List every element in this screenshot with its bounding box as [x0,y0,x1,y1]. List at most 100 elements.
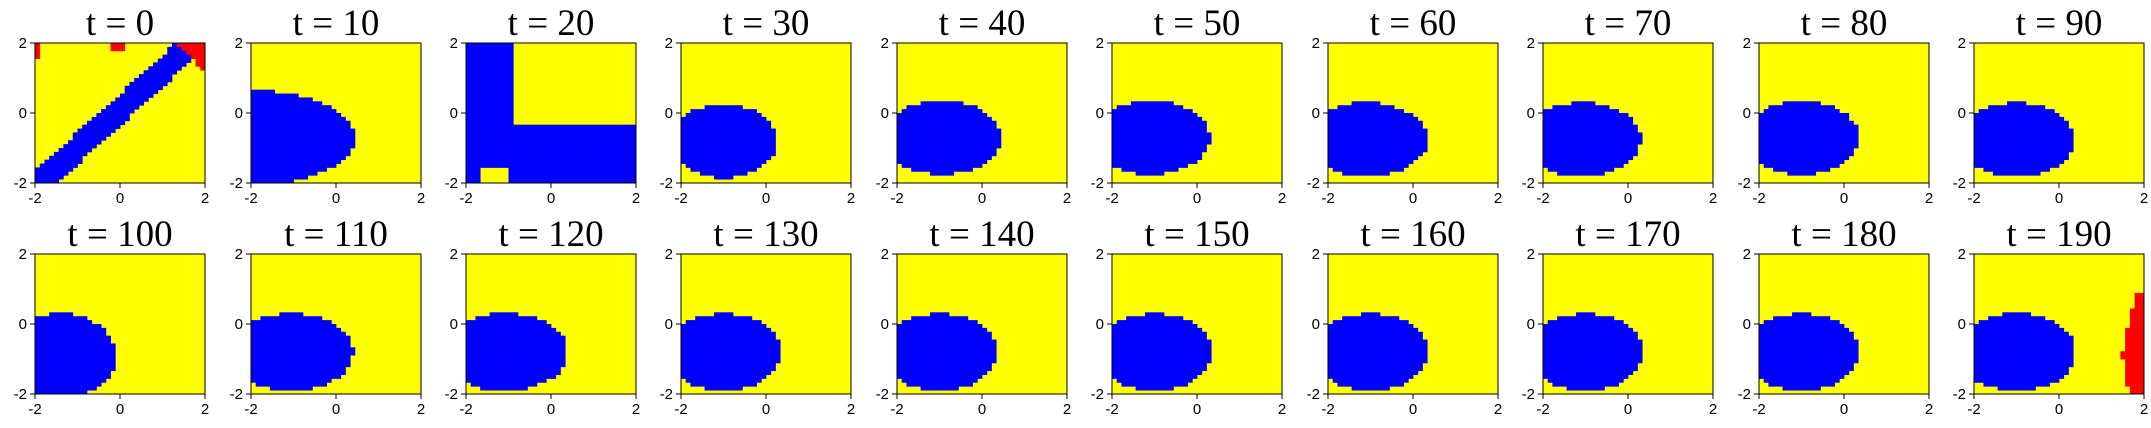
heatmap-cell [307,331,313,337]
heatmap-cell [1806,132,1812,137]
heatmap-cell [1820,113,1826,118]
heatmap-cell [1834,136,1840,141]
heatmap-cell [312,359,318,364]
heatmap-cell [2044,163,2050,168]
heatmap-cell [1197,148,1203,153]
heatmap-cell [86,331,93,337]
heatmap-cell [260,366,266,372]
heatmap-cell [1130,116,1137,122]
heatmap-cell [685,151,691,157]
heatmap-cell [288,316,294,321]
heatmap-cell [546,151,552,157]
heatmap-cell [195,58,201,63]
heatmap-cell [345,335,351,340]
heatmap-cell [920,132,926,137]
heatmap-cell [1361,109,1367,114]
heatmap-cell [1135,163,1141,168]
heatmap-cell [255,339,261,344]
heatmap-cell [466,58,472,63]
heatmap-cell [541,355,547,360]
heatmap-cell [279,155,285,161]
heatmap-cell [260,382,266,387]
heatmap-cell [901,163,907,168]
heatmap-cell [2054,113,2060,118]
heatmap-cell [920,159,926,164]
heatmap-cell [612,171,618,176]
heatmap-cell [167,78,173,83]
heatmap-cell [494,320,500,325]
heatmap-cell [1389,124,1395,129]
heatmap-cell [260,167,266,172]
heatmap-cell [105,355,111,360]
heatmap-cell [39,378,45,383]
heatmap-cell [1768,109,1774,114]
heatmap-cell [86,148,93,153]
heatmap-cell [1580,128,1586,133]
heatmap-cell [1403,148,1409,153]
heatmap-cell [579,148,585,153]
heatmap-cell [555,148,561,153]
heatmap-cell [986,140,992,145]
heatmap-cell [2021,105,2027,110]
heatmap-cell [1379,155,1386,161]
heatmap-cell [1988,144,1994,149]
heatmap-cell [2063,124,2069,129]
heatmap-cell [1604,132,1610,137]
heatmap-cell [1130,151,1137,157]
heatmap-cell [1571,167,1577,172]
heatmap-cell [1413,124,1419,129]
heatmap-cell [1594,140,1601,145]
heatmap-cell [251,320,257,325]
heatmap-cell [1974,155,1980,161]
heatmap-cell [1599,116,1605,122]
heatmap-cell [489,85,495,91]
heatmap-cell [1126,136,1132,141]
panel-t-80: t = 80-2 0 2-202 [1738,3,1934,207]
y-tick-label: 2 [665,35,673,52]
heatmap-cell [340,128,346,133]
heatmap-cell [321,355,327,360]
heatmap-cell [1618,136,1624,141]
heatmap-cell [298,136,304,141]
heatmap-cell [475,320,481,325]
heatmap-cell [1787,120,1793,126]
heatmap-cell [508,66,514,71]
heatmap-cell [269,93,276,98]
heatmap-cell [35,327,41,333]
heatmap-cell [77,359,83,364]
heatmap-cell [593,163,599,168]
heatmap-cell [695,163,701,168]
heatmap-cell [527,316,533,321]
heatmap-cell [967,151,973,157]
heatmap-cell [522,136,528,141]
heatmap-cell [503,163,509,168]
heatmap-cell [321,116,327,122]
heatmap-cell [475,155,481,161]
heatmap-cell [1829,140,1835,145]
heatmap-cell [2002,116,2008,122]
heatmap-cell [593,148,599,153]
heatmap-cell [1187,148,1193,153]
heatmap-cell [345,132,351,137]
heatmap-cell [508,159,514,164]
heatmap-cell [494,81,500,87]
heatmap-cell [522,378,528,383]
heatmap-cell [63,335,69,340]
heatmap-cell [494,113,500,118]
heatmap-cell [732,105,739,110]
heatmap-cell [1351,101,1357,106]
heatmap-cell [699,132,706,137]
heatmap-cell [298,171,304,176]
heatmap-cell [2030,124,2036,129]
heatmap-cell [1604,140,1610,145]
heatmap-cell [508,351,514,356]
heatmap-cell [967,155,973,161]
heatmap-cell [68,144,74,149]
heatmap-cell [260,316,266,321]
heatmap-cell [148,66,154,71]
heatmap-cell [681,116,687,122]
heatmap-cell [714,155,720,161]
heatmap-cell [503,54,509,59]
heatmap-cell [508,105,514,110]
heatmap-cell [480,339,486,344]
